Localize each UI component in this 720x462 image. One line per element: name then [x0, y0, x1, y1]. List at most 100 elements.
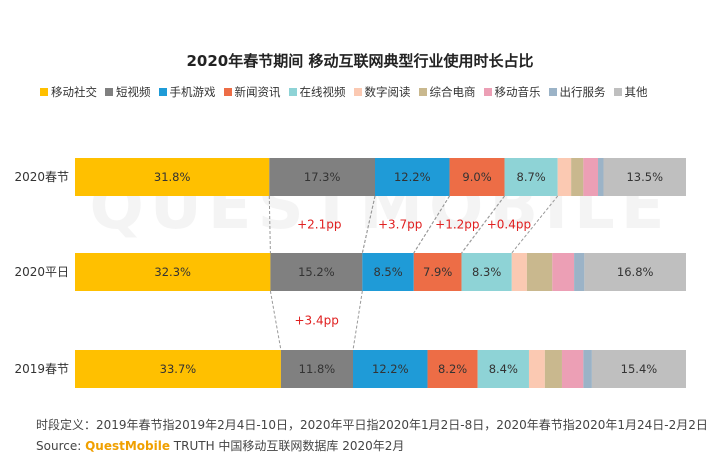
- category-label: 2020平日: [14, 265, 69, 279]
- data-label: 33.7%: [160, 362, 197, 376]
- legend-item: 移动社交: [40, 84, 97, 100]
- bar-segment: [598, 158, 604, 196]
- legend-label: 短视频: [116, 85, 151, 99]
- chart-title: 2020年春节期间 移动互联网典型行业使用时长占比: [186, 52, 534, 70]
- bar-segment: [511, 253, 527, 291]
- data-label: 8.7%: [517, 170, 546, 184]
- data-label: 15.2%: [298, 265, 335, 279]
- data-label: 8.4%: [489, 362, 518, 376]
- legend-item: 新闻资讯: [223, 84, 281, 100]
- data-label: 15.4%: [621, 362, 658, 376]
- bar-segment: [504, 158, 558, 196]
- bar-segment: [583, 158, 599, 196]
- bar-segment: [544, 350, 562, 388]
- bar-segment: [526, 253, 553, 291]
- bar-segment: [75, 158, 270, 196]
- bar-segment: [269, 158, 376, 196]
- data-label: 13.5%: [626, 170, 663, 184]
- data-label: 8.5%: [373, 265, 402, 279]
- annotation-label: +0.4pp: [487, 218, 531, 232]
- annotation-label: +3.4pp: [294, 314, 338, 328]
- connector-line: [361, 195, 376, 254]
- bar-segment: [528, 350, 545, 388]
- connector-line: [461, 195, 505, 254]
- legend-label: 移动社交: [51, 85, 97, 99]
- connector-line: [352, 290, 363, 351]
- bar-segment: [461, 253, 512, 291]
- connector-line: [511, 195, 559, 254]
- data-label: 7.9%: [423, 265, 452, 279]
- connector-line: [413, 195, 450, 254]
- legend-label: 出行服务: [559, 85, 606, 99]
- legend-label: 在线视频: [299, 85, 346, 99]
- data-label: 9.0%: [462, 170, 491, 184]
- source-line: Source: QuestMobile TRUTH 中国移动互联网数据库 202…: [36, 437, 404, 454]
- bar-segment: [427, 350, 478, 388]
- source-rest: TRUTH 中国移动互联网数据库 2020年2月: [169, 439, 405, 453]
- annotation-label: +1.2pp: [435, 218, 479, 232]
- legend-label: 手机游戏: [169, 85, 216, 99]
- annotation-label: +2.1pp: [297, 218, 341, 232]
- source-prefix: Source:: [36, 439, 86, 453]
- bar-segment: [270, 253, 363, 291]
- bar-segment: [362, 253, 414, 291]
- legend-swatch: [40, 88, 48, 96]
- legend: 移动社交 短视频 手机游戏 新闻资讯 在线视频 数字阅读 综合电商 移动音乐 出行服务 其他: [40, 84, 700, 100]
- legend-label: 新闻资讯: [234, 85, 281, 99]
- legend-item: 短视频: [105, 84, 151, 100]
- bar-segment: [280, 350, 354, 388]
- bar-segment: [413, 253, 462, 291]
- bar-segment: [477, 350, 529, 388]
- data-label: 8.2%: [438, 362, 467, 376]
- bar-segment: [353, 350, 428, 388]
- bar-segment: [449, 158, 505, 196]
- bar-segment: [584, 253, 686, 291]
- data-label: 31.8%: [154, 170, 191, 184]
- annotation-label: +3.7pp: [378, 218, 422, 232]
- bar-segment: [557, 158, 572, 196]
- legend-item: 移动音乐: [483, 84, 541, 100]
- footnote: 时段定义：2019年春节指2019年2月4日-10日，2020年平日指2020年…: [36, 418, 708, 432]
- bar-segment: [603, 158, 686, 196]
- legend-item: 其他: [613, 84, 648, 100]
- legend-swatch: [418, 88, 427, 96]
- data-label: 32.3%: [154, 265, 191, 279]
- data-label: 12.2%: [372, 362, 409, 376]
- legend-label: 移动音乐: [494, 85, 541, 99]
- data-label: 16.8%: [617, 265, 654, 279]
- data-label: 8.3%: [472, 265, 501, 279]
- legend-swatch: [223, 88, 232, 96]
- bar-segment: [574, 253, 585, 291]
- legend-swatch: [613, 88, 622, 96]
- bar-segment: [591, 350, 686, 388]
- legend-swatch: [353, 88, 362, 96]
- data-label: 12.2%: [394, 170, 431, 184]
- source-brand: QuestMobile: [85, 439, 170, 453]
- bar-segment: [571, 158, 584, 196]
- bar-segment: [75, 253, 271, 291]
- bar-segment: [75, 350, 281, 388]
- legend-item: 数字阅读: [353, 84, 411, 100]
- data-label: 17.3%: [304, 170, 341, 184]
- legend-item: 出行服务: [548, 84, 606, 100]
- legend-label: 综合电商: [429, 85, 476, 99]
- connector-line: [268, 195, 271, 254]
- legend-swatch: [158, 88, 167, 96]
- connector-line: [269, 290, 282, 351]
- legend-swatch: [105, 88, 113, 96]
- legend-label: 其他: [624, 85, 648, 99]
- bar-segment: [552, 253, 575, 291]
- legend-swatch: [548, 88, 557, 96]
- legend-swatch: [483, 88, 492, 96]
- legend-item: 综合电商: [418, 84, 476, 100]
- data-label: 11.8%: [299, 362, 336, 376]
- legend-swatch: [288, 88, 297, 96]
- bar-segment: [583, 350, 592, 388]
- bar-segment: [375, 158, 450, 196]
- legend-item: 手机游戏: [158, 84, 216, 100]
- bar-segment: [561, 350, 584, 388]
- category-label: 2020春节: [14, 170, 69, 184]
- legend-label: 数字阅读: [364, 85, 411, 99]
- category-label: 2019春节: [14, 362, 69, 376]
